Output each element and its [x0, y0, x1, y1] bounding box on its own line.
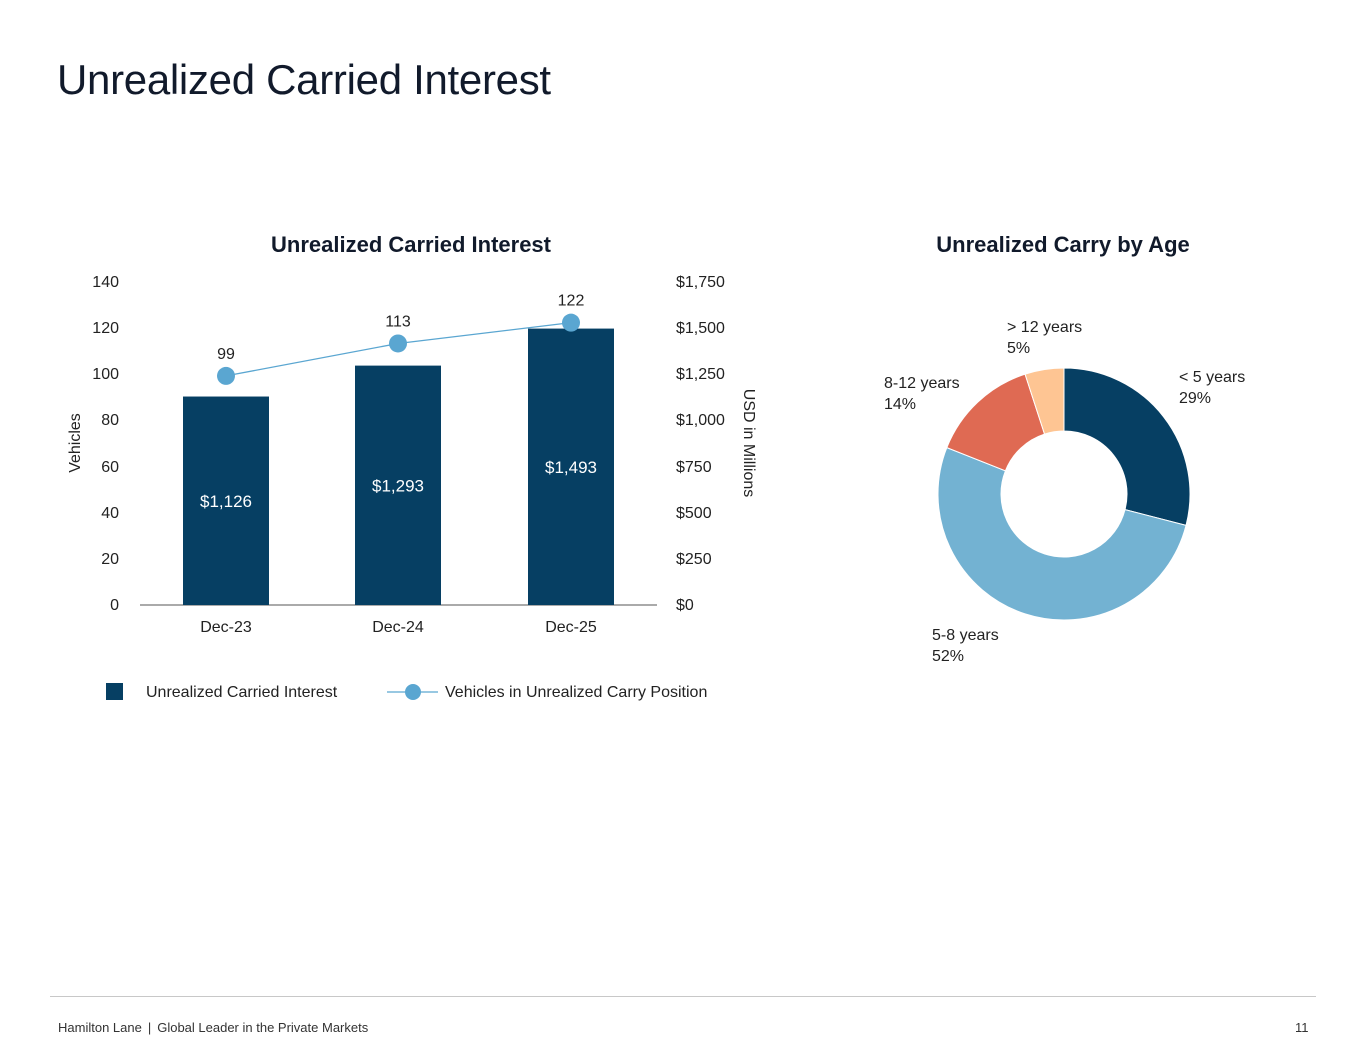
- x-tick-label: Dec-23: [200, 619, 252, 636]
- y2-tick-label: $1,250: [676, 366, 725, 383]
- y-tick-label: 100: [92, 366, 119, 383]
- slice-label-value: 29%: [1179, 390, 1211, 407]
- donut-chart-title: Unrealized Carry by Age: [936, 232, 1190, 257]
- line-data-labels: 99 113 122: [217, 293, 584, 363]
- y-axis-title: Vehicles: [67, 413, 84, 473]
- y-tick-label: 40: [101, 505, 119, 522]
- y-tick-label: 80: [101, 412, 119, 429]
- footer-tagline: Global Leader in the Private Markets: [157, 1020, 369, 1035]
- slice-label-category: < 5 years: [1179, 369, 1245, 386]
- bar-series: [183, 328, 614, 605]
- donut-slice: [1063, 367, 1191, 526]
- line-series: [217, 313, 580, 385]
- line-point: [389, 334, 407, 353]
- slice-label-value: 52%: [932, 648, 964, 665]
- bar: [528, 328, 614, 605]
- footer-separator: |: [147, 1020, 152, 1035]
- slice-label-value: 5%: [1007, 340, 1030, 357]
- legend-swatch-marker: [405, 684, 421, 700]
- x-axis: Dec-23 Dec-24 Dec-25: [140, 604, 657, 636]
- point-data-label: 99: [217, 346, 235, 363]
- y2-tick-label: $250: [676, 551, 712, 568]
- slice-label-category: 5-8 years: [932, 627, 999, 644]
- footer: Hamilton Lane | Global Leader in the Priva…: [58, 1020, 368, 1035]
- footer-company: Hamilton Lane: [58, 1020, 142, 1035]
- donut-slice: [937, 446, 1187, 621]
- y2-tick-label: $1,500: [676, 320, 725, 337]
- y2-tick-label: $500: [676, 505, 712, 522]
- slice-label-value: 14%: [884, 396, 916, 413]
- y-tick-label: 60: [101, 459, 119, 476]
- y-tick-label: 140: [92, 274, 119, 291]
- line-point: [217, 366, 235, 385]
- point-data-label: 122: [558, 293, 585, 310]
- legend-swatch-bar: [106, 683, 123, 700]
- bar: [355, 365, 441, 605]
- y2-tick-label: $750: [676, 459, 712, 476]
- y2-tick-label: $1,750: [676, 274, 725, 291]
- combo-legend: Unrealized Carried Interest Vehicles in …: [106, 683, 707, 701]
- y2-tick-label: $0: [676, 597, 694, 614]
- bar-data-labels: $1,126 $1,293 $1,493: [200, 458, 597, 511]
- page-title: Unrealized Carried Interest: [57, 56, 551, 103]
- donut-slice: [1024, 367, 1065, 435]
- legend-label: Unrealized Carried Interest: [146, 684, 338, 701]
- slice-label-category: 8-12 years: [884, 375, 960, 392]
- slice-label-category: > 12 years: [1007, 319, 1082, 336]
- x-tick-label: Dec-24: [372, 619, 424, 636]
- bar-data-label: $1,293: [372, 476, 424, 495]
- y-axis-right: $0 $250 $500 $750 $1,000 $1,250 $1,500 $…: [676, 274, 757, 614]
- donut-slices: [937, 367, 1191, 621]
- bar-data-label: $1,126: [200, 492, 252, 511]
- y-tick-label: 0: [110, 597, 119, 614]
- x-tick-label: Dec-25: [545, 619, 597, 636]
- y-axis-left: 0 20 40 60 80 100 120 140 Vehicles: [67, 274, 119, 614]
- y-tick-label: 20: [101, 551, 119, 568]
- point-data-label: 113: [385, 313, 411, 330]
- combo-chart-title: Unrealized Carried Interest: [271, 232, 552, 257]
- bar: [183, 396, 269, 605]
- legend-label: Vehicles in Unrealized Carry Position: [445, 684, 707, 701]
- page-number: 11: [1295, 1020, 1309, 1035]
- donut-labels: < 5 years 29% 5-8 years 52% 8-12 years 1…: [884, 319, 1245, 665]
- y2-tick-label: $1,000: [676, 412, 725, 429]
- line-point: [562, 313, 580, 332]
- footer-divider-line: [50, 996, 1316, 997]
- bar-data-label: $1,493: [545, 458, 597, 477]
- y-tick-label: 120: [92, 320, 119, 337]
- y2-axis-title: USD in Millions: [740, 389, 757, 497]
